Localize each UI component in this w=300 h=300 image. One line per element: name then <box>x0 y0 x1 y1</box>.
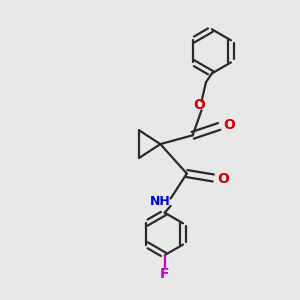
Text: O: O <box>193 98 205 112</box>
Text: O: O <box>224 118 236 132</box>
Text: O: O <box>218 172 230 186</box>
Text: F: F <box>160 267 169 281</box>
Text: NH: NH <box>150 195 171 208</box>
